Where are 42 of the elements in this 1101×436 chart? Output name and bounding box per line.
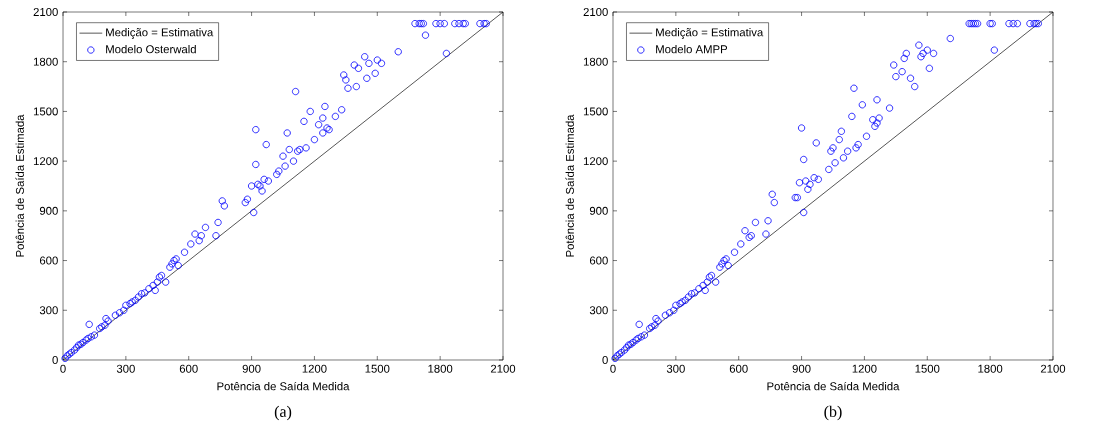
x-tick-label: 900	[242, 364, 261, 373]
legend-label: Medição = Estimativa	[656, 28, 764, 39]
y-tick-label: 600	[39, 256, 58, 265]
x-tick-label: 2100	[1040, 364, 1066, 373]
x-tick-label: 2100	[490, 364, 516, 373]
x-tick-label: 0	[60, 364, 66, 373]
x-tick-label: 0	[610, 364, 616, 373]
x-tick-label: 300	[116, 364, 135, 373]
y-tick-label: 300	[39, 306, 58, 315]
y-tick-label: 1200	[583, 157, 608, 166]
y-tick-label: 900	[589, 206, 608, 215]
x-tick-label: 1800	[428, 364, 453, 373]
x-tick-label: 1500	[915, 364, 940, 373]
legend-label: Modelo Osterwald	[106, 44, 196, 54]
y-tick-label: 0	[602, 355, 608, 364]
y-tick-label: 1800	[33, 57, 58, 66]
legend-label: Medição = Estimativa	[106, 28, 214, 39]
legend-label: Modelo AMPP	[656, 44, 728, 54]
y-tick-label: 1500	[583, 107, 608, 116]
y-tick-label: 2100	[33, 8, 58, 17]
text: (b)	[824, 405, 842, 421]
y-tick-label: 300	[589, 306, 608, 315]
text: (a)	[274, 405, 292, 421]
y-tick-label: 600	[589, 256, 608, 265]
y-tick-label: 1200	[33, 157, 58, 166]
x-tick-label: 600	[179, 364, 198, 373]
y-axis-title: Potência de Saída Estimada	[565, 114, 574, 257]
y-tick-label: 1500	[33, 107, 58, 116]
x-tick-label: 1200	[302, 364, 327, 373]
x-tick-label: 600	[729, 364, 748, 373]
y-axis-title: Potência de Saída Estimada	[15, 114, 24, 257]
y-tick-label: 900	[39, 206, 58, 215]
y-tick-label: 2100	[583, 8, 608, 17]
x-tick-label: 900	[792, 364, 811, 373]
y-tick-label: 0	[52, 355, 58, 364]
x-tick-label: 1500	[365, 364, 390, 373]
x-axis-title: Potência de Saída Medida	[217, 381, 350, 391]
x-tick-label: 1800	[978, 364, 1003, 373]
x-tick-label: 300	[666, 364, 685, 373]
x-axis-title: Potência de Saída Medida	[767, 381, 900, 391]
x-tick-label: 1200	[852, 364, 877, 373]
y-tick-label: 1800	[583, 57, 608, 66]
